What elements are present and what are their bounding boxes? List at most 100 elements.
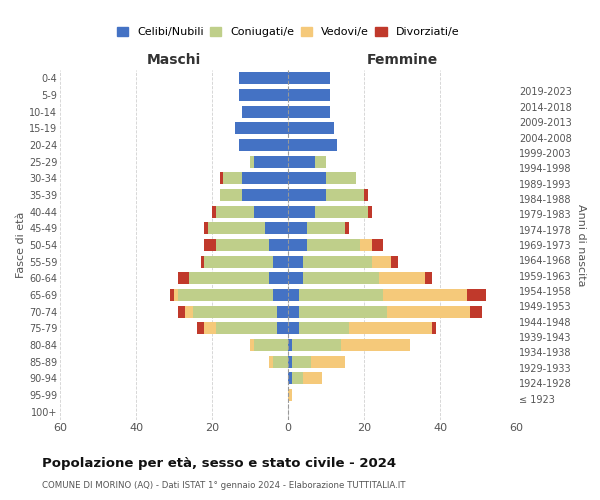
Bar	[326, 189, 364, 201]
Bar	[269, 272, 288, 284]
Bar	[364, 189, 368, 201]
Bar	[216, 322, 277, 334]
Bar	[288, 206, 314, 218]
Bar	[379, 272, 425, 284]
Bar	[174, 289, 178, 301]
Text: Maschi: Maschi	[147, 52, 201, 66]
Bar	[387, 306, 470, 318]
Bar	[242, 189, 288, 201]
Bar	[254, 339, 288, 351]
Bar	[288, 289, 299, 301]
Bar	[368, 206, 371, 218]
Bar	[273, 289, 288, 301]
Bar	[349, 322, 433, 334]
Bar	[288, 356, 292, 368]
Bar	[314, 156, 326, 168]
Y-axis label: Fasce di età: Fasce di età	[16, 212, 26, 278]
Bar	[288, 189, 326, 201]
Bar	[303, 272, 379, 284]
Bar	[239, 72, 288, 85]
Bar	[197, 322, 205, 334]
Bar	[189, 272, 269, 284]
Bar	[185, 306, 193, 318]
Bar	[467, 289, 485, 301]
Legend: Celibi/Nubili, Coniugati/e, Vedovi/e, Divorziati/e: Celibi/Nubili, Coniugati/e, Vedovi/e, Di…	[117, 26, 459, 37]
Bar	[200, 256, 205, 268]
Bar	[265, 222, 288, 234]
Bar	[277, 306, 288, 318]
Bar	[345, 222, 349, 234]
Bar	[269, 356, 273, 368]
Text: Femmine: Femmine	[367, 52, 437, 66]
Bar	[273, 356, 288, 368]
Bar	[311, 356, 345, 368]
Bar	[220, 189, 242, 201]
Bar	[307, 239, 360, 251]
Bar	[433, 322, 436, 334]
Bar	[292, 339, 341, 351]
Bar	[341, 339, 410, 351]
Bar	[250, 339, 254, 351]
Bar	[288, 156, 314, 168]
Bar	[288, 122, 334, 134]
Bar	[303, 372, 322, 384]
Bar	[205, 256, 273, 268]
Y-axis label: Anni di nascita: Anni di nascita	[575, 204, 586, 286]
Bar	[254, 206, 288, 218]
Bar	[371, 239, 383, 251]
Bar	[205, 239, 216, 251]
Bar	[250, 156, 254, 168]
Bar	[178, 289, 273, 301]
Text: Popolazione per età, sesso e stato civile - 2024: Popolazione per età, sesso e stato civil…	[42, 458, 396, 470]
Bar	[288, 172, 326, 184]
Bar	[239, 89, 288, 101]
Bar	[307, 222, 345, 234]
Bar	[292, 356, 311, 368]
Bar	[383, 289, 467, 301]
Bar	[299, 322, 349, 334]
Bar	[235, 122, 288, 134]
Bar	[269, 239, 288, 251]
Bar	[371, 256, 391, 268]
Bar	[326, 172, 356, 184]
Bar	[288, 256, 303, 268]
Bar	[299, 306, 387, 318]
Bar	[292, 372, 303, 384]
Bar	[288, 372, 292, 384]
Bar	[288, 306, 299, 318]
Bar	[212, 206, 216, 218]
Bar	[288, 272, 303, 284]
Bar	[288, 89, 330, 101]
Bar	[216, 206, 254, 218]
Bar	[273, 256, 288, 268]
Bar	[220, 172, 223, 184]
Bar	[288, 389, 292, 401]
Bar	[288, 222, 307, 234]
Bar	[178, 306, 185, 318]
Bar	[360, 239, 371, 251]
Bar	[216, 239, 269, 251]
Bar	[208, 222, 265, 234]
Bar	[193, 306, 277, 318]
Bar	[242, 106, 288, 118]
Bar	[470, 306, 482, 318]
Bar	[223, 172, 242, 184]
Bar	[288, 72, 330, 85]
Bar	[299, 289, 383, 301]
Bar	[277, 322, 288, 334]
Bar	[288, 106, 330, 118]
Bar	[254, 156, 288, 168]
Bar	[205, 222, 208, 234]
Bar	[288, 139, 337, 151]
Bar	[205, 322, 216, 334]
Bar	[425, 272, 433, 284]
Bar	[178, 272, 189, 284]
Bar	[288, 322, 299, 334]
Bar	[303, 256, 371, 268]
Bar	[242, 172, 288, 184]
Bar	[288, 339, 292, 351]
Bar	[391, 256, 398, 268]
Bar	[288, 239, 307, 251]
Bar	[314, 206, 368, 218]
Bar	[239, 139, 288, 151]
